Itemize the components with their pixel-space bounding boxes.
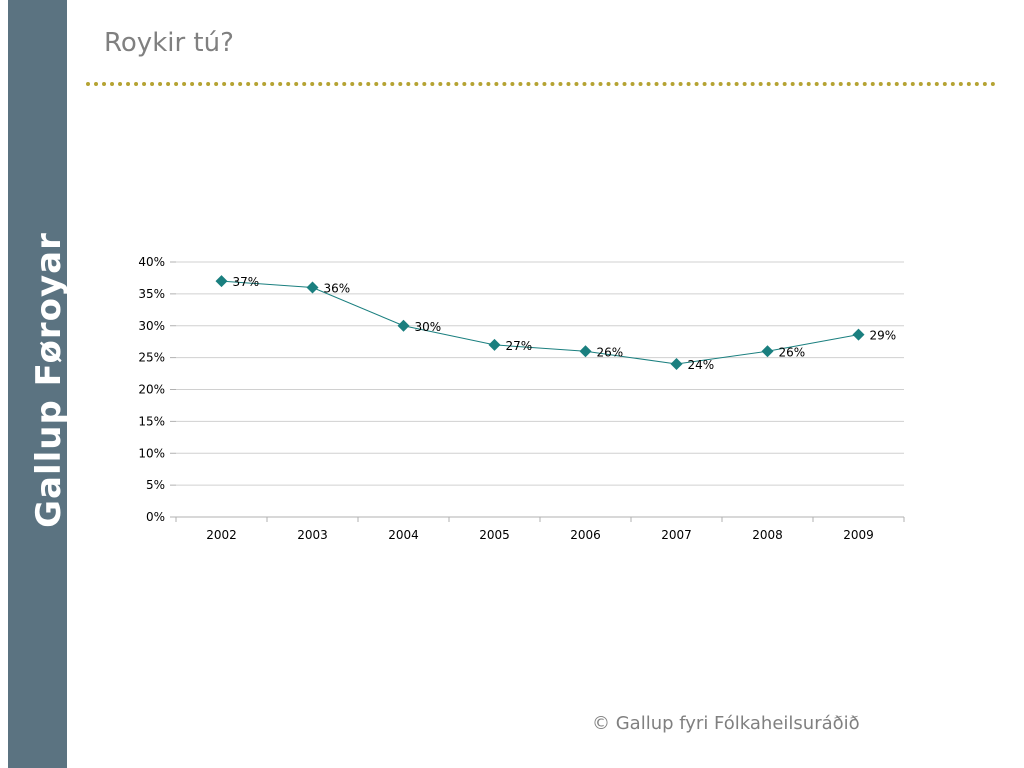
gridlines: [176, 261, 904, 518]
data-point-marker: [852, 328, 865, 341]
data-point-marker: [761, 345, 774, 358]
data-point-marker: [306, 281, 319, 294]
y-tick-label: 10%: [138, 446, 165, 460]
data-point-marker: [488, 338, 501, 351]
data-label: 36%: [324, 282, 351, 296]
page-title: Roykir tú?: [104, 28, 234, 58]
y-tick-label: 20%: [138, 383, 165, 397]
data-point-marker: [579, 345, 592, 358]
data-point-marker: [215, 275, 228, 288]
x-tick-label: 2005: [479, 528, 510, 542]
data-labels: 37% 36% 30% 27% 26% 24% 26% 29%: [233, 275, 897, 372]
series-line-layer: [221, 280, 859, 365]
x-tick-label: 2008: [752, 528, 783, 542]
copyright-footer: © Gallup fyri Fólkaheilsuráðið: [592, 713, 860, 734]
y-tick-label: 5%: [146, 478, 165, 492]
y-tick-label: 30%: [138, 319, 165, 333]
markers: [215, 275, 865, 370]
y-tick-label: 35%: [138, 287, 165, 301]
data-label: 24%: [688, 358, 715, 372]
data-label: 29%: [870, 329, 897, 343]
y-tick-label: 25%: [138, 351, 165, 365]
x-tick-label: 2004: [388, 528, 419, 542]
data-label: 37%: [233, 275, 260, 289]
x-tick-label: 2009: [843, 528, 874, 542]
data-label: 26%: [597, 345, 624, 359]
data-label: 27%: [506, 339, 533, 353]
x-tick-label: 2007: [661, 528, 692, 542]
series-line: [221, 280, 859, 365]
sidebar-band: Gallup Føroyar: [8, 0, 69, 768]
x-tick-label: 2006: [570, 528, 601, 542]
x-tick-label: 2002: [206, 528, 237, 542]
y-tick-label: 0%: [146, 510, 165, 524]
x-tick-label: 2003: [297, 528, 328, 542]
y-tick-label: 40%: [138, 255, 165, 269]
dotted-divider: [86, 82, 996, 86]
data-label: 26%: [779, 345, 806, 359]
data-point-marker: [397, 319, 410, 332]
axes: 0% 5% 10% 15% 20% 25% 30% 35% 40% 2002 2003 2004 200…: [138, 255, 905, 542]
y-tick-label: 15%: [138, 414, 165, 428]
data-point-marker: [670, 358, 683, 370]
data-label: 30%: [415, 320, 442, 334]
